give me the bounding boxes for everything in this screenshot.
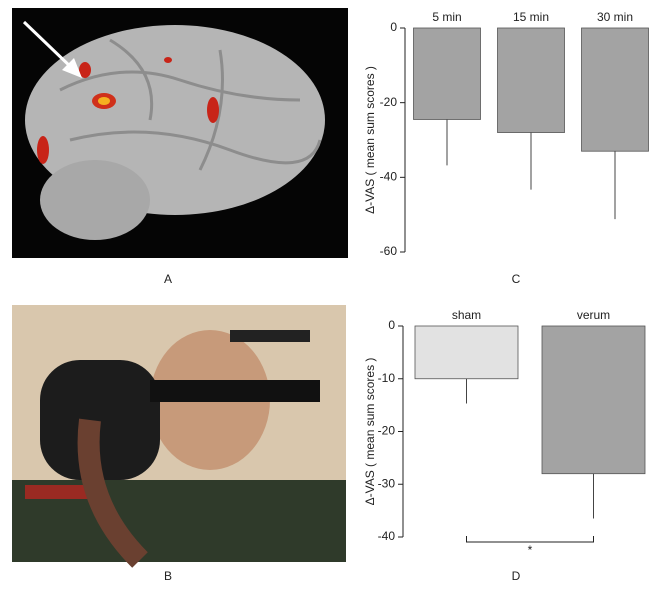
category-label: sham (452, 308, 481, 322)
panel-label: D (512, 569, 521, 583)
panel-label: C (512, 272, 521, 286)
y-tick-label: -40 (380, 170, 398, 184)
photo-image (12, 305, 346, 562)
bar (415, 326, 518, 379)
bar (542, 326, 645, 474)
y-tick-label: -30 (378, 476, 396, 490)
y-tick-label: -20 (378, 424, 396, 438)
y-tick-label: -40 (378, 529, 396, 543)
category-label: verum (577, 308, 610, 322)
category-label: 15 min (513, 10, 549, 24)
bar (498, 28, 565, 133)
y-tick-label: 0 (390, 20, 397, 34)
figure: A B C D 0 -20 -40 -60 Δ-VAS ( mean sum scores ) 5… (0, 0, 660, 588)
significance-label: * (528, 543, 533, 557)
y-tick-label: -20 (380, 95, 398, 109)
y-tick-label: -60 (380, 244, 398, 258)
category-label: 5 min (432, 10, 461, 24)
brain-image (12, 8, 348, 258)
y-axis-label: Δ-VAS ( mean sum scores ) (363, 358, 377, 506)
y-tick-label: -10 (378, 371, 396, 385)
y-axis-label: Δ-VAS ( mean sum scores ) (363, 66, 377, 214)
bar (414, 28, 481, 119)
panel-label: A (164, 272, 172, 286)
category-label: 30 min (597, 10, 633, 24)
y-tick-label: 0 (388, 318, 395, 332)
panel-label: B (164, 569, 172, 583)
significance-bracket (467, 536, 594, 542)
bar (582, 28, 649, 151)
